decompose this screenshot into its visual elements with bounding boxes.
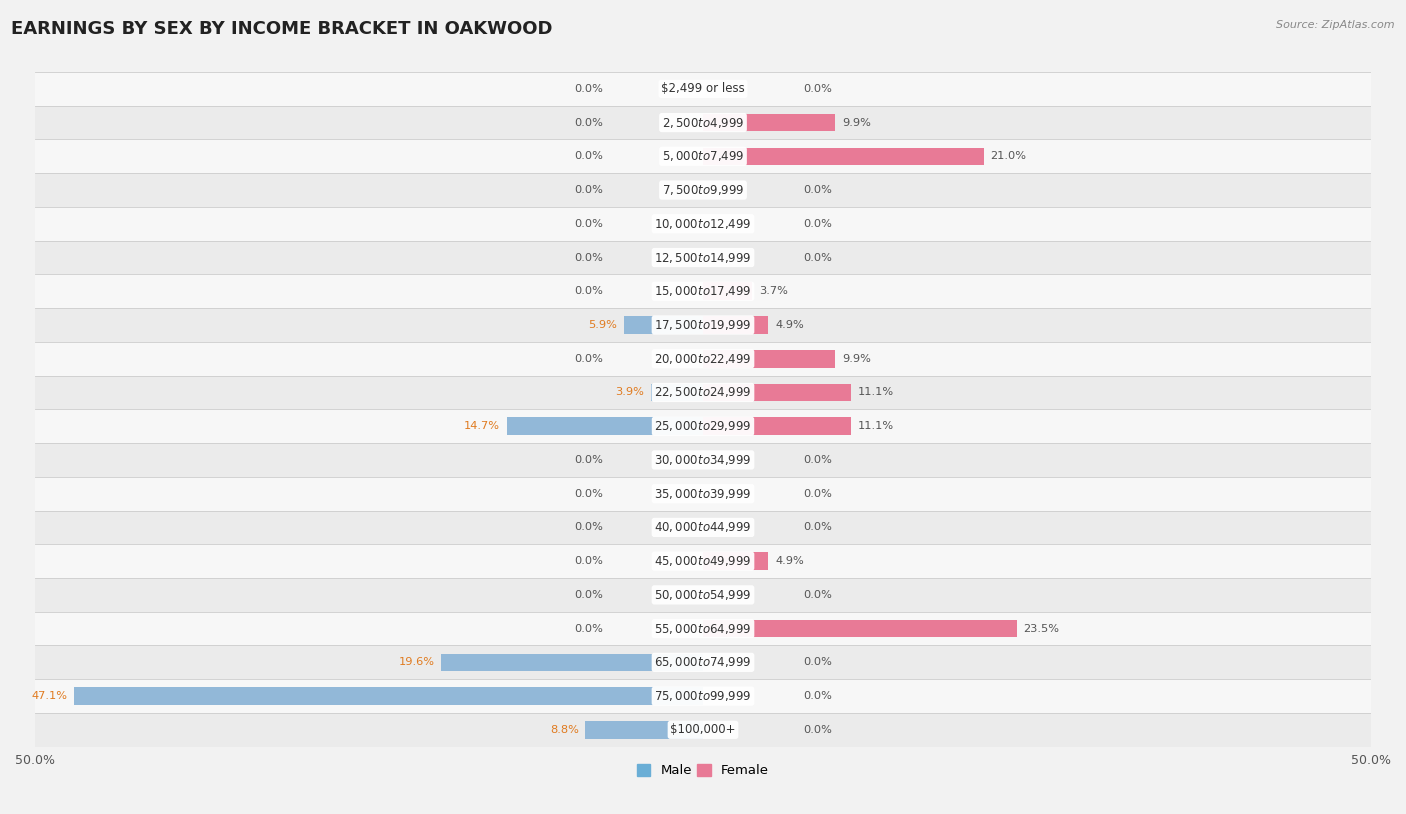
Bar: [441, 654, 703, 671]
Text: 0.0%: 0.0%: [574, 252, 603, 263]
Bar: [35, 612, 1371, 646]
Bar: [35, 72, 1371, 106]
Text: 23.5%: 23.5%: [1024, 624, 1060, 633]
Bar: [585, 721, 703, 738]
Text: $10,000 to $12,499: $10,000 to $12,499: [654, 217, 752, 231]
Bar: [703, 316, 769, 334]
Text: 0.0%: 0.0%: [574, 287, 603, 296]
Text: 21.0%: 21.0%: [990, 151, 1026, 161]
Bar: [703, 383, 851, 401]
Text: $7,500 to $9,999: $7,500 to $9,999: [662, 183, 744, 197]
Text: 0.0%: 0.0%: [574, 185, 603, 195]
Text: 0.0%: 0.0%: [803, 252, 832, 263]
Text: $55,000 to $64,999: $55,000 to $64,999: [654, 622, 752, 636]
Text: 0.0%: 0.0%: [803, 84, 832, 94]
Text: $2,500 to $4,999: $2,500 to $4,999: [662, 116, 744, 129]
Text: EARNINGS BY SEX BY INCOME BRACKET IN OAKWOOD: EARNINGS BY SEX BY INCOME BRACKET IN OAK…: [11, 20, 553, 38]
Text: 9.9%: 9.9%: [842, 117, 870, 128]
Text: 0.0%: 0.0%: [574, 117, 603, 128]
Text: Source: ZipAtlas.com: Source: ZipAtlas.com: [1277, 20, 1395, 30]
Text: 0.0%: 0.0%: [803, 488, 832, 499]
Text: 11.1%: 11.1%: [858, 421, 894, 431]
Bar: [35, 679, 1371, 713]
Text: $20,000 to $22,499: $20,000 to $22,499: [654, 352, 752, 365]
Bar: [35, 443, 1371, 477]
Text: 0.0%: 0.0%: [574, 590, 603, 600]
Bar: [651, 383, 703, 401]
Bar: [73, 687, 703, 705]
Text: 19.6%: 19.6%: [398, 658, 434, 667]
Text: 3.7%: 3.7%: [759, 287, 787, 296]
Text: $35,000 to $39,999: $35,000 to $39,999: [654, 487, 752, 501]
Bar: [35, 106, 1371, 139]
Bar: [35, 409, 1371, 443]
Text: 14.7%: 14.7%: [464, 421, 501, 431]
Text: 0.0%: 0.0%: [803, 724, 832, 735]
Text: $100,000+: $100,000+: [671, 724, 735, 737]
Bar: [35, 545, 1371, 578]
Text: $22,500 to $24,999: $22,500 to $24,999: [654, 386, 752, 400]
Bar: [35, 646, 1371, 679]
Text: $5,000 to $7,499: $5,000 to $7,499: [662, 149, 744, 164]
Text: 0.0%: 0.0%: [574, 219, 603, 229]
Bar: [703, 418, 851, 435]
Text: $50,000 to $54,999: $50,000 to $54,999: [654, 588, 752, 602]
Bar: [35, 342, 1371, 375]
Text: $30,000 to $34,999: $30,000 to $34,999: [654, 453, 752, 467]
Legend: Male, Female: Male, Female: [637, 764, 769, 777]
Bar: [506, 418, 703, 435]
Bar: [35, 139, 1371, 173]
Text: 0.0%: 0.0%: [803, 219, 832, 229]
Text: $40,000 to $44,999: $40,000 to $44,999: [654, 520, 752, 535]
Text: 0.0%: 0.0%: [574, 624, 603, 633]
Text: 0.0%: 0.0%: [574, 488, 603, 499]
Text: 0.0%: 0.0%: [574, 523, 603, 532]
Text: 0.0%: 0.0%: [803, 691, 832, 701]
Text: 3.9%: 3.9%: [616, 387, 644, 397]
Bar: [703, 619, 1017, 637]
Text: $65,000 to $74,999: $65,000 to $74,999: [654, 655, 752, 669]
Bar: [703, 147, 984, 165]
Text: 4.9%: 4.9%: [775, 556, 804, 567]
Text: 0.0%: 0.0%: [803, 590, 832, 600]
Bar: [35, 510, 1371, 545]
Text: $25,000 to $29,999: $25,000 to $29,999: [654, 419, 752, 433]
Bar: [703, 350, 835, 367]
Text: 8.8%: 8.8%: [550, 724, 579, 735]
Text: 0.0%: 0.0%: [803, 658, 832, 667]
Text: $12,500 to $14,999: $12,500 to $14,999: [654, 251, 752, 265]
Text: 0.0%: 0.0%: [803, 455, 832, 465]
Bar: [35, 173, 1371, 207]
Text: 11.1%: 11.1%: [858, 387, 894, 397]
Text: 47.1%: 47.1%: [31, 691, 67, 701]
Text: $15,000 to $17,499: $15,000 to $17,499: [654, 284, 752, 298]
Text: $2,499 or less: $2,499 or less: [661, 82, 745, 95]
Text: 9.9%: 9.9%: [842, 354, 870, 364]
Bar: [35, 241, 1371, 274]
Text: 0.0%: 0.0%: [803, 185, 832, 195]
Text: 5.9%: 5.9%: [589, 320, 617, 330]
Bar: [35, 578, 1371, 612]
Text: 0.0%: 0.0%: [574, 556, 603, 567]
Bar: [35, 274, 1371, 309]
Text: 0.0%: 0.0%: [574, 455, 603, 465]
Text: 0.0%: 0.0%: [574, 354, 603, 364]
Bar: [703, 553, 769, 570]
Text: $17,500 to $19,999: $17,500 to $19,999: [654, 318, 752, 332]
Bar: [35, 713, 1371, 746]
Text: $45,000 to $49,999: $45,000 to $49,999: [654, 554, 752, 568]
Text: 0.0%: 0.0%: [574, 151, 603, 161]
Bar: [35, 477, 1371, 510]
Bar: [703, 114, 835, 131]
Bar: [624, 316, 703, 334]
Text: 4.9%: 4.9%: [775, 320, 804, 330]
Bar: [35, 375, 1371, 409]
Text: $75,000 to $99,999: $75,000 to $99,999: [654, 689, 752, 703]
Bar: [35, 207, 1371, 241]
Bar: [35, 309, 1371, 342]
Bar: [703, 282, 752, 300]
Text: 0.0%: 0.0%: [574, 84, 603, 94]
Text: 0.0%: 0.0%: [803, 523, 832, 532]
